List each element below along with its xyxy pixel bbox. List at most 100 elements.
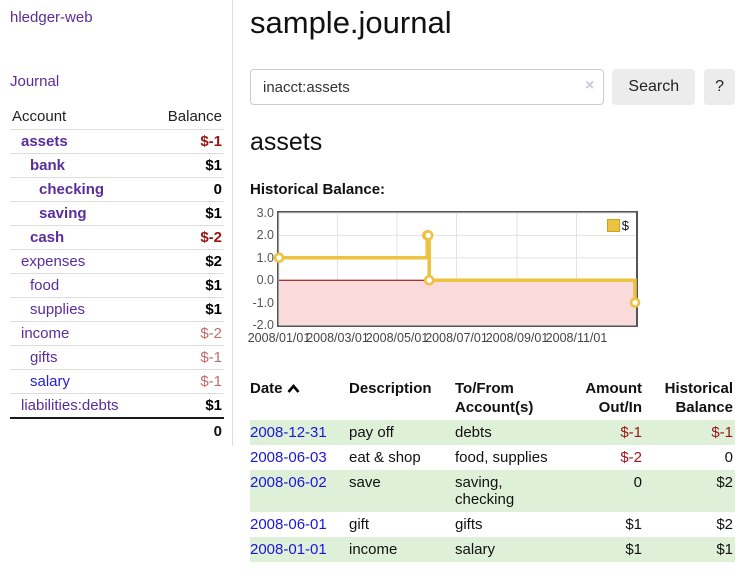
chart-y-tick: -1.0 [252, 295, 274, 310]
account-balance: $-2 [150, 225, 224, 250]
clear-search-icon[interactable]: × [585, 77, 595, 94]
account-row: liabilities:debts $1 [10, 393, 224, 419]
main-content: sample.journal × Search ? assets Histori… [247, 0, 742, 582]
account-balance: $1 [150, 201, 224, 226]
register-row: 2008-06-03 eat & shop food, supplies $-2 0 [250, 445, 735, 470]
account-row: expenses $2 [10, 249, 224, 274]
account-balance: $-2 [150, 321, 224, 346]
chart-canvas [273, 212, 641, 326]
account-link-supplies[interactable]: supplies [30, 301, 86, 318]
sidebar-item-journal[interactable]: Journal [10, 73, 60, 90]
account-link-cash[interactable]: cash [30, 229, 65, 246]
transaction-date-link[interactable]: 2008-06-01 [250, 516, 327, 533]
transaction-date-link[interactable]: 2008-06-02 [250, 474, 327, 491]
accounts-header-account: Account [10, 105, 151, 130]
account-row: bank $1 [10, 153, 224, 178]
historical-balance-chart: 3.0 2.0 1.0 0.0 -1.0 -2.0 $ 2008/01/01 2008/03… [247, 206, 742, 349]
chart-x-tick: 2008/07/01 [425, 331, 488, 345]
transaction-amount: 0 [558, 470, 644, 512]
register-row: 2008-06-02 save saving, checking 0 $2 [250, 470, 735, 512]
account-balance: $1 [150, 273, 224, 298]
account-link-assets[interactable]: assets [21, 133, 68, 150]
chart-x-tick: 2008/01/01 [247, 331, 311, 345]
account-link-income[interactable]: income [21, 325, 70, 342]
accounts-total-value: 0 [150, 417, 224, 444]
account-row: salary $-1 [10, 369, 224, 394]
register-header-date[interactable]: Date [250, 376, 349, 420]
chart-y-tick: 1.0 [256, 250, 274, 265]
chart-x-tick: 2008/11/01 [545, 331, 608, 345]
page-title: sample.journal [250, 5, 452, 40]
account-balance: $1 [150, 393, 224, 419]
account-row: checking 0 [10, 177, 224, 202]
transaction-amount: $1 [558, 537, 644, 562]
chart-x-tick: 2008/09/01 [485, 331, 549, 345]
account-link-saving[interactable]: saving [39, 205, 87, 222]
transaction-balance: $2 [716, 516, 733, 533]
account-link-liabilities-debts[interactable]: liabilities:debts [21, 397, 119, 414]
account-balance: $-1 [150, 369, 224, 394]
register-header-balance: Historical Balance [664, 380, 733, 416]
help-button[interactable]: ? [704, 69, 735, 105]
account-balance: $2 [150, 249, 224, 274]
chart-y-tick: -2.0 [252, 318, 274, 332]
register-header-amount: Amount Out/In [585, 380, 642, 416]
register-header-description: Description [349, 380, 432, 397]
accounts-header-balance: Balance [150, 105, 224, 130]
transaction-description: save [349, 470, 455, 512]
account-link-expenses[interactable]: expenses [21, 253, 86, 270]
transaction-accounts: debts [455, 420, 558, 445]
transaction-balance: $1 [644, 537, 735, 562]
transaction-date-link[interactable]: 2008-06-03 [250, 449, 327, 466]
register-row: 2008-01-01 income salary $1 $1 [250, 537, 735, 562]
transaction-description: eat & shop [349, 449, 421, 466]
search-input[interactable] [250, 69, 605, 105]
account-link-salary[interactable]: salary [30, 373, 71, 390]
register-header-accounts: To/From Account(s) [455, 380, 534, 416]
legend-swatch-icon [606, 219, 620, 232]
account-balance: $-1 [150, 129, 224, 154]
register-table: Date Description To/From Account(s) Amou… [250, 376, 735, 562]
register-row: 2008-12-31 pay off debts $-1 $-1 [250, 420, 735, 445]
legend-label: $ [621, 218, 629, 233]
account-balance: $1 [150, 153, 224, 178]
register-header-row: Date Description To/From Account(s) Amou… [250, 376, 735, 420]
sidebar: hledger-web Journal Account Balance asse… [0, 0, 233, 446]
account-link-checking[interactable]: checking [39, 181, 105, 198]
chart-plot-area: $ [273, 211, 641, 327]
search-form: × Search ? [250, 69, 735, 105]
transaction-balance: 0 [724, 449, 733, 466]
account-row: supplies $1 [10, 297, 224, 322]
account-balance: 0 [150, 177, 224, 202]
account-row: income $-2 [10, 321, 224, 346]
search-button[interactable]: Search [612, 69, 696, 105]
account-heading: assets [250, 128, 323, 156]
transaction-date-link[interactable]: 2008-12-31 [250, 424, 327, 441]
transaction-amount: $1 [625, 516, 642, 533]
accounts-table: Account Balance assets $-1 bank $1 checking 0… [10, 105, 224, 444]
account-link-food[interactable]: food [30, 277, 60, 294]
chart-y-tick: 2.0 [256, 228, 274, 243]
brand-link[interactable]: hledger-web [10, 9, 93, 26]
transaction-description: pay off [349, 420, 455, 445]
register-row: 2008-06-01 gift gifts $1 $2 [250, 512, 735, 537]
account-row: saving $1 [10, 201, 224, 226]
chart-x-tick: 2008/03/01 [306, 331, 369, 345]
chart-legend: $ [606, 218, 629, 233]
transaction-accounts: food, supplies [455, 449, 548, 466]
account-link-bank[interactable]: bank [30, 157, 66, 174]
account-link-gifts[interactable]: gifts [30, 349, 58, 366]
chart-x-tick: 2008/05/01 [365, 331, 429, 345]
transaction-accounts: gifts [455, 516, 483, 533]
transaction-balance: $-1 [644, 420, 735, 445]
account-row: food $1 [10, 273, 224, 298]
transaction-amount: $-1 [558, 420, 644, 445]
transaction-accounts: saving, checking [455, 470, 558, 512]
transaction-date-link[interactable]: 2008-01-01 [250, 541, 327, 558]
account-balance: $1 [150, 297, 224, 322]
account-balance: $-1 [150, 345, 224, 370]
historical-balance-label: Historical Balance: [250, 181, 386, 198]
account-row: cash $-2 [10, 225, 224, 250]
chart-y-tick: 0.0 [256, 273, 274, 288]
account-row: gifts $-1 [10, 345, 224, 370]
